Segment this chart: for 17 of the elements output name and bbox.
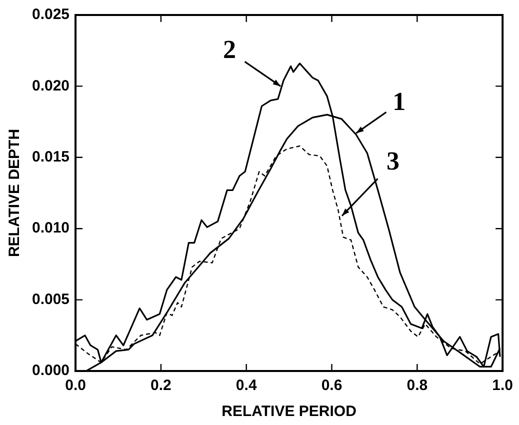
y-axis-title: RELATIVE DEPTH [6, 128, 24, 258]
y-tick-label: 0.000 [32, 362, 70, 380]
annotation: 1 [392, 86, 406, 116]
x-tick-label: 0.6 [321, 377, 342, 394]
y-tick-label: 0.015 [32, 148, 70, 166]
x-tick-label: 1.0 [492, 377, 514, 394]
x-tick-label: 0.0 [65, 377, 86, 394]
y-tick-label: 0.010 [32, 220, 70, 237]
x-axis-title: RELATIVE PERIOD [222, 403, 357, 420]
x-tick-label: 0.2 [150, 377, 172, 394]
x-tick-label: 0.4 [236, 377, 258, 394]
x-tick-label: 0.8 [406, 377, 428, 394]
y-tick-label: 0.025 [32, 6, 70, 24]
y-tick-label: 0.020 [32, 77, 70, 94]
annotation: 2 [223, 34, 236, 64]
y-tick-label: 0.005 [32, 290, 70, 308]
annotation: 3 [386, 146, 400, 176]
